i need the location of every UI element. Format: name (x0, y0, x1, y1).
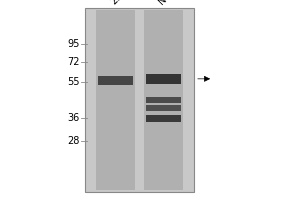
Text: 55: 55 (67, 77, 80, 87)
Bar (98, 76, 133, 85)
Bar (146, 97, 181, 103)
Text: NCI-H292: NCI-H292 (156, 0, 196, 6)
Text: 36: 36 (67, 113, 80, 123)
Text: 72: 72 (67, 57, 80, 67)
Bar (146, 105, 181, 111)
Text: 95: 95 (67, 39, 80, 49)
Bar (144, 10, 183, 190)
Bar (85, 8, 194, 192)
Bar (146, 115, 181, 122)
Text: 28: 28 (67, 136, 80, 146)
Bar (146, 74, 181, 84)
Text: 293: 293 (108, 0, 129, 6)
Bar (96, 10, 135, 190)
